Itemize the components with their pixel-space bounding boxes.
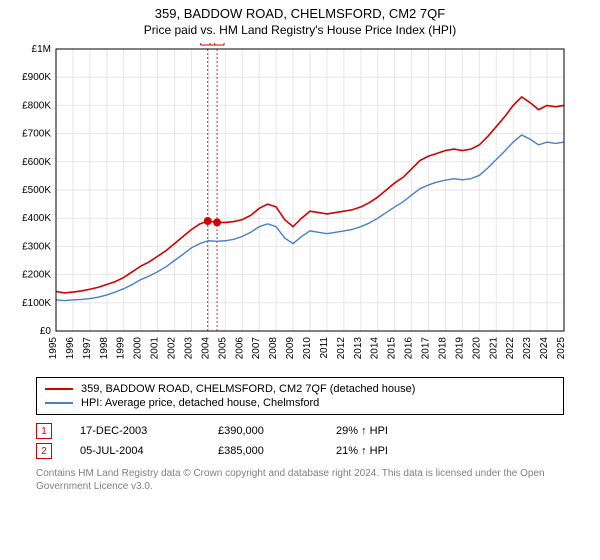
svg-text:£0: £0 bbox=[40, 326, 52, 337]
svg-text:2011: 2011 bbox=[319, 337, 330, 359]
legend-swatch bbox=[45, 388, 73, 390]
line-chart-svg: £0 £100K £200K £300K £400K £500K £600K £700K £80… bbox=[10, 43, 570, 373]
transactions-table: 1 17-DEC-2003 £390,000 29% ↑ HPI 2 05-JUL-200… bbox=[36, 421, 564, 461]
svg-text:2013: 2013 bbox=[353, 337, 364, 360]
svg-text:2019: 2019 bbox=[454, 337, 465, 360]
legend-label: 359, BADDOW ROAD, CHELMSFORD, CM2 7QF (d… bbox=[81, 383, 415, 395]
svg-text:2002: 2002 bbox=[167, 337, 178, 360]
svg-text:2014: 2014 bbox=[370, 337, 381, 360]
svg-text:1995: 1995 bbox=[48, 337, 59, 360]
svg-text:2003: 2003 bbox=[183, 337, 194, 360]
transaction-delta: 21% ↑ HPI bbox=[336, 445, 426, 457]
svg-text:2001: 2001 bbox=[150, 337, 161, 360]
svg-text:1996: 1996 bbox=[65, 337, 76, 360]
transaction-row: 2 05-JUL-2004 £385,000 21% ↑ HPI bbox=[36, 441, 564, 461]
svg-text:1997: 1997 bbox=[82, 337, 93, 360]
svg-text:£600K: £600K bbox=[22, 157, 51, 168]
svg-text:1999: 1999 bbox=[116, 337, 127, 360]
svg-text:2022: 2022 bbox=[505, 337, 516, 360]
svg-text:2008: 2008 bbox=[268, 337, 279, 360]
svg-text:2024: 2024 bbox=[539, 337, 550, 360]
svg-text:£900K: £900K bbox=[22, 72, 51, 83]
chart-title-line1: 359, BADDOW ROAD, CHELMSFORD, CM2 7QF bbox=[0, 0, 600, 21]
svg-text:£300K: £300K bbox=[22, 241, 51, 252]
transaction-delta: 29% ↑ HPI bbox=[336, 425, 426, 437]
svg-text:£200K: £200K bbox=[22, 270, 51, 281]
transaction-marker: 1 bbox=[36, 423, 52, 439]
svg-text:2025: 2025 bbox=[556, 337, 567, 360]
legend-swatch bbox=[45, 402, 73, 404]
svg-text:£1M: £1M bbox=[32, 44, 51, 55]
svg-text:£800K: £800K bbox=[22, 100, 51, 111]
svg-text:2006: 2006 bbox=[234, 337, 245, 360]
legend-label: HPI: Average price, detached house, Chel… bbox=[81, 397, 319, 409]
transaction-row: 1 17-DEC-2003 £390,000 29% ↑ HPI bbox=[36, 421, 564, 441]
svg-text:£500K: £500K bbox=[22, 185, 51, 196]
svg-text:2000: 2000 bbox=[133, 337, 144, 360]
svg-text:2012: 2012 bbox=[336, 337, 347, 360]
svg-text:£100K: £100K bbox=[22, 298, 51, 309]
transaction-price: £385,000 bbox=[218, 445, 308, 457]
transaction-date: 05-JUL-2004 bbox=[80, 445, 190, 457]
svg-text:2007: 2007 bbox=[251, 337, 262, 360]
legend-row: HPI: Average price, detached house, Chel… bbox=[45, 396, 555, 410]
transaction-price: £390,000 bbox=[218, 425, 308, 437]
svg-text:2021: 2021 bbox=[488, 337, 499, 360]
svg-text:£400K: £400K bbox=[22, 213, 51, 224]
svg-text:2016: 2016 bbox=[404, 337, 415, 360]
svg-text:2017: 2017 bbox=[421, 337, 432, 360]
svg-text:2020: 2020 bbox=[471, 337, 482, 360]
svg-text:2: 2 bbox=[214, 43, 220, 45]
svg-text:2009: 2009 bbox=[285, 337, 296, 360]
chart-title-line2: Price paid vs. HM Land Registry's House … bbox=[0, 21, 600, 37]
legend-row: 359, BADDOW ROAD, CHELMSFORD, CM2 7QF (d… bbox=[45, 382, 555, 396]
svg-text:2023: 2023 bbox=[522, 337, 533, 360]
svg-text:2018: 2018 bbox=[437, 337, 448, 360]
transaction-date: 17-DEC-2003 bbox=[80, 425, 190, 437]
svg-text:2015: 2015 bbox=[387, 337, 398, 360]
legend: 359, BADDOW ROAD, CHELMSFORD, CM2 7QF (d… bbox=[36, 377, 564, 415]
chart-area: £0 £100K £200K £300K £400K £500K £600K £700K £80… bbox=[10, 43, 590, 373]
attribution-text: Contains HM Land Registry data © Crown c… bbox=[36, 467, 564, 493]
svg-text:2005: 2005 bbox=[217, 337, 228, 360]
svg-text:2010: 2010 bbox=[302, 337, 313, 360]
svg-text:1998: 1998 bbox=[99, 337, 110, 360]
svg-text:£700K: £700K bbox=[22, 129, 51, 140]
transaction-marker: 2 bbox=[36, 443, 52, 459]
svg-text:2004: 2004 bbox=[200, 337, 211, 360]
